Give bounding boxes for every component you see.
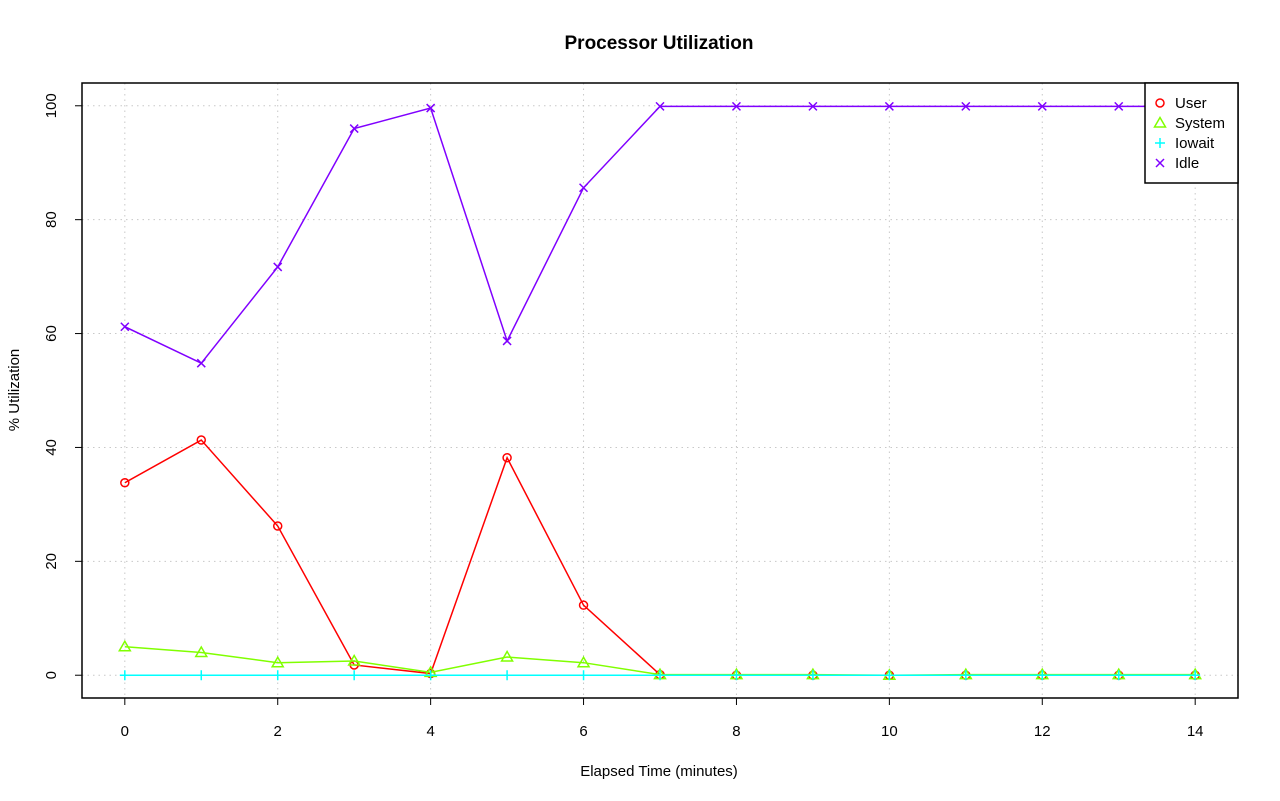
y-tick-label: 40 xyxy=(43,439,60,456)
data-point-idle xyxy=(884,101,894,111)
data-point-system xyxy=(576,655,591,668)
series-line-user xyxy=(124,439,1196,676)
legend-label-idle: Idle xyxy=(1175,155,1199,172)
x-tick-label: 12 xyxy=(1034,723,1051,740)
data-point-iowait xyxy=(1113,670,1124,681)
legend-label-user: User xyxy=(1175,95,1207,112)
x-tick-label: 6 xyxy=(579,723,587,740)
data-point-iowait xyxy=(655,670,665,681)
chart-title: Processor Utilization xyxy=(565,33,754,54)
legend-marker-idle xyxy=(1155,158,1165,168)
data-point-iowait xyxy=(960,670,971,681)
series-iowait xyxy=(119,670,1201,681)
y-tick-label: 20 xyxy=(43,553,60,570)
x-axis: 0 2 4 6 8 10 12 14 xyxy=(121,698,1204,740)
data-point-idle xyxy=(1037,101,1047,111)
legend-marker-system xyxy=(1153,116,1167,128)
y-tick-label: 80 xyxy=(43,211,60,228)
data-point-iowait xyxy=(272,670,283,681)
data-point-iowait xyxy=(425,670,436,681)
legend-marker-iowait xyxy=(1155,138,1165,148)
series-group xyxy=(118,101,1202,681)
x-tick-label: 14 xyxy=(1187,723,1204,740)
data-point-iowait xyxy=(884,670,895,681)
data-point-idle xyxy=(1114,101,1124,111)
y-tick-label: 60 xyxy=(43,325,60,342)
data-point-user xyxy=(196,435,207,445)
y-axis: 0 20 40 60 80 100 xyxy=(43,93,82,679)
series-idle xyxy=(120,101,1200,368)
data-point-iowait xyxy=(807,670,818,681)
x-tick-label: 8 xyxy=(732,723,740,740)
data-point-idle xyxy=(579,183,589,193)
data-point-system xyxy=(347,653,361,666)
data-point-user xyxy=(502,452,512,463)
data-point-idle xyxy=(502,336,512,346)
series-line-idle xyxy=(124,105,1196,365)
data-point-iowait xyxy=(349,670,360,681)
grid-lines xyxy=(82,83,1238,698)
data-point-iowait xyxy=(196,670,207,681)
x-axis-label: Elapsed Time (minutes) xyxy=(580,763,738,780)
plot-frame xyxy=(81,82,1239,699)
data-point-idle xyxy=(655,101,665,111)
legend-marker-user xyxy=(1155,98,1165,108)
data-point-user xyxy=(272,521,283,531)
data-point-idle xyxy=(120,322,130,332)
data-point-idle xyxy=(426,103,436,113)
data-point-iowait xyxy=(731,670,742,681)
data-point-iowait xyxy=(578,670,589,681)
data-point-system xyxy=(194,645,209,658)
data-point-iowait xyxy=(1037,670,1048,681)
x-tick-label: 10 xyxy=(881,723,898,740)
legend: User System Iowait Idle xyxy=(1144,82,1239,184)
data-point-idle xyxy=(349,124,359,134)
x-tick-label: 0 xyxy=(121,723,129,740)
series-user xyxy=(120,435,1200,680)
data-point-user xyxy=(120,478,130,488)
data-point-idle xyxy=(731,101,741,111)
data-point-iowait xyxy=(1190,670,1201,681)
data-point-system xyxy=(118,639,132,652)
data-point-idle xyxy=(273,262,283,272)
data-point-idle xyxy=(808,101,818,111)
data-point-iowait xyxy=(119,670,130,681)
x-tick-label: 2 xyxy=(274,723,282,740)
data-point-iowait xyxy=(502,670,513,681)
data-point-user xyxy=(578,600,589,610)
data-point-system xyxy=(500,650,514,662)
legend-label-system: System xyxy=(1175,115,1225,132)
legend-label-iowait: Iowait xyxy=(1175,135,1215,152)
y-axis-label: % Utilization xyxy=(6,349,23,432)
y-tick-label: 0 xyxy=(43,671,60,679)
x-tick-label: 4 xyxy=(426,723,434,740)
y-tick-label: 100 xyxy=(43,93,60,118)
data-point-idle xyxy=(961,101,971,111)
data-point-idle xyxy=(196,358,206,368)
data-point-system xyxy=(270,655,285,668)
